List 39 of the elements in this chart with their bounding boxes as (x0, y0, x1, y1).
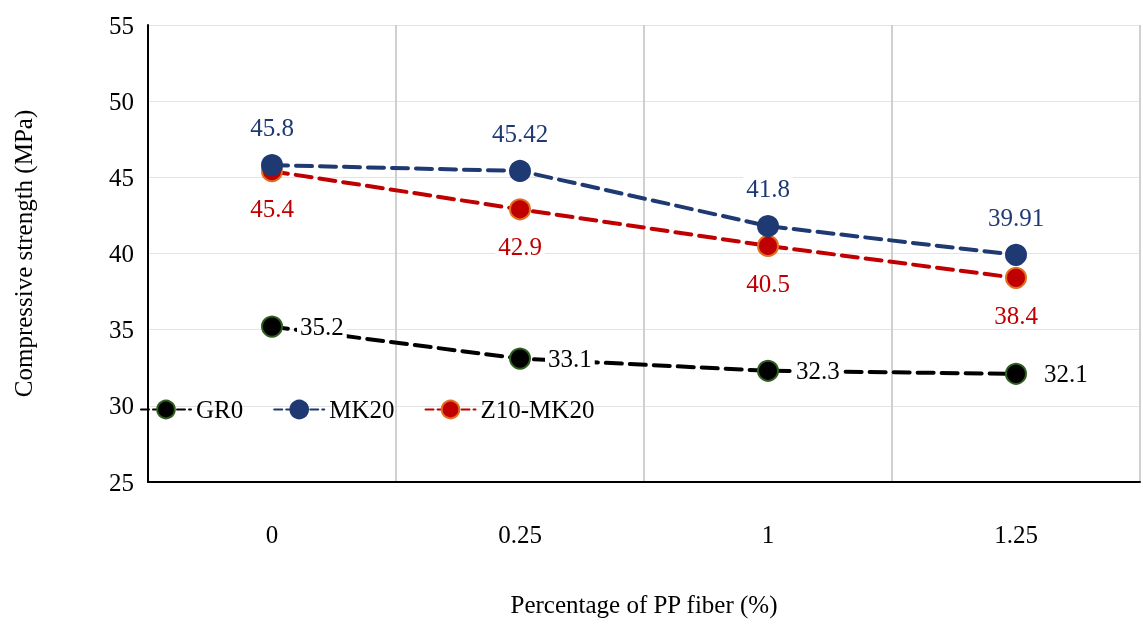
x-tick-label: 0 (265, 521, 279, 548)
x-tick-label: 1 (761, 521, 775, 548)
y-tick-label: 45 (109, 163, 134, 191)
y-axis-title: Compressive strength (MPa) (10, 109, 38, 398)
data-label: 35.2 (300, 313, 344, 341)
data-label: 42.9 (498, 233, 542, 261)
data-label: 38.4 (994, 301, 1039, 329)
y-tick-label: 35 (109, 316, 134, 344)
point (509, 347, 531, 370)
legend-label: MK20 (329, 396, 395, 423)
data-label: 45.8 (250, 114, 294, 142)
y-tick-label: 40 (109, 240, 134, 267)
x-axis-title: Percentage of PP fiber (%) (510, 591, 778, 619)
point (1005, 243, 1027, 266)
y-tick-label: 55 (109, 11, 134, 39)
data-label: 39.91 (987, 203, 1045, 231)
point (1005, 266, 1027, 289)
data-label: 41.8 (746, 175, 790, 203)
point (1005, 362, 1027, 385)
point (509, 198, 531, 221)
data-label: 40.5 (746, 269, 790, 297)
data-label: 33.1 (548, 345, 592, 373)
x-tick-label: 1.25 (994, 521, 1038, 548)
point (757, 359, 779, 382)
data-label: 45.4 (250, 195, 295, 223)
y-tick-label: 50 (109, 87, 134, 115)
data-label: 32.1 (1044, 360, 1088, 388)
y-tick-label: 25 (109, 468, 134, 496)
data-label: 45.42 (491, 119, 549, 147)
point (757, 215, 779, 238)
y-tick-label: 30 (109, 392, 134, 420)
x-tick-label: 0.25 (498, 521, 542, 548)
point (261, 154, 283, 177)
point (757, 234, 779, 257)
point (261, 315, 283, 338)
legend-label: Z10-MK20 (480, 396, 595, 423)
data-label: 32.3 (796, 357, 840, 385)
legend-label: GR0 (196, 396, 244, 423)
point (509, 159, 531, 182)
